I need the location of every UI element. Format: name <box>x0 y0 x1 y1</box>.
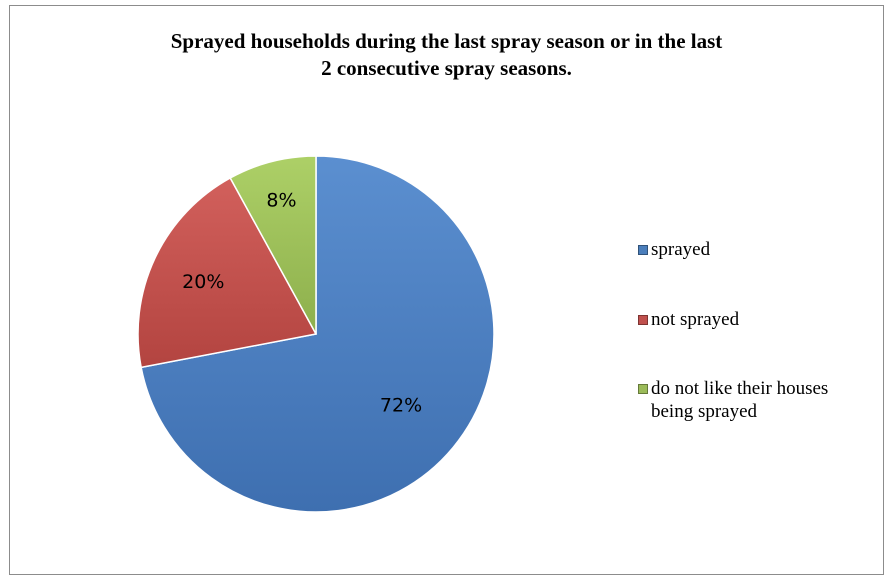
chart-title: Sprayed households during the last spray… <box>0 28 893 82</box>
legend-label-do-not-like: do not like their houses being sprayed <box>651 377 828 423</box>
chart-title-line-1: Sprayed households during the last spray… <box>170 29 723 53</box>
legend-item-do-not-like: do not like their houses being sprayed <box>638 377 828 423</box>
pie-chart: 72% 20% 8% <box>137 155 495 513</box>
slice-label-do-not-like: 8% <box>266 190 296 212</box>
legend-label-do-not-like-line-1: do not like their houses <box>651 378 829 399</box>
legend-item-sprayed: sprayed <box>638 238 710 261</box>
legend-item-not-sprayed: not sprayed <box>638 308 739 331</box>
pie-slice-sprayed <box>140 155 495 513</box>
legend-swatch-not-sprayed <box>638 315 648 325</box>
slice-label-sprayed: 72% <box>380 394 422 416</box>
slice-label-not-sprayed: 20% <box>182 271 224 293</box>
legend-label-not-sprayed: not sprayed <box>651 309 740 330</box>
pie-slice-do-not-like <box>229 155 317 335</box>
legend-swatch-sprayed <box>638 245 648 255</box>
legend-label-sprayed: sprayed <box>651 239 711 260</box>
legend-swatch-do-not-like <box>638 384 648 394</box>
chart-title-line-2: 2 consecutive spray seasons. <box>321 56 572 80</box>
legend-label-do-not-like-line-2: being sprayed <box>651 401 758 422</box>
pie-slice-not-sprayed <box>137 176 318 369</box>
